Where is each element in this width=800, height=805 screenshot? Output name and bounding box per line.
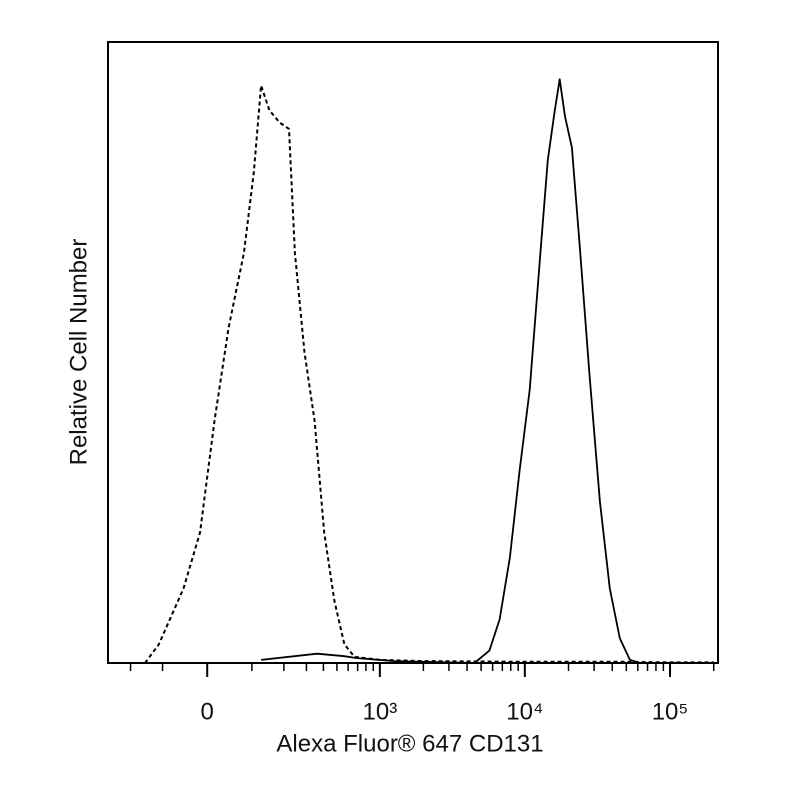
histogram-line (144, 84, 714, 664)
x-axis-label: Alexa Fluor® 647 CD131 (276, 730, 543, 757)
plot-frame (107, 41, 719, 664)
x-tick-label: 10³ (363, 698, 398, 725)
x-tick-label: 10⁴ (506, 698, 543, 725)
x-tick-label: 0 (201, 698, 214, 725)
histogram-line (261, 78, 714, 664)
x-tick-label: 10⁵ (652, 698, 689, 725)
y-axis-label: Relative Cell Number (65, 239, 92, 466)
